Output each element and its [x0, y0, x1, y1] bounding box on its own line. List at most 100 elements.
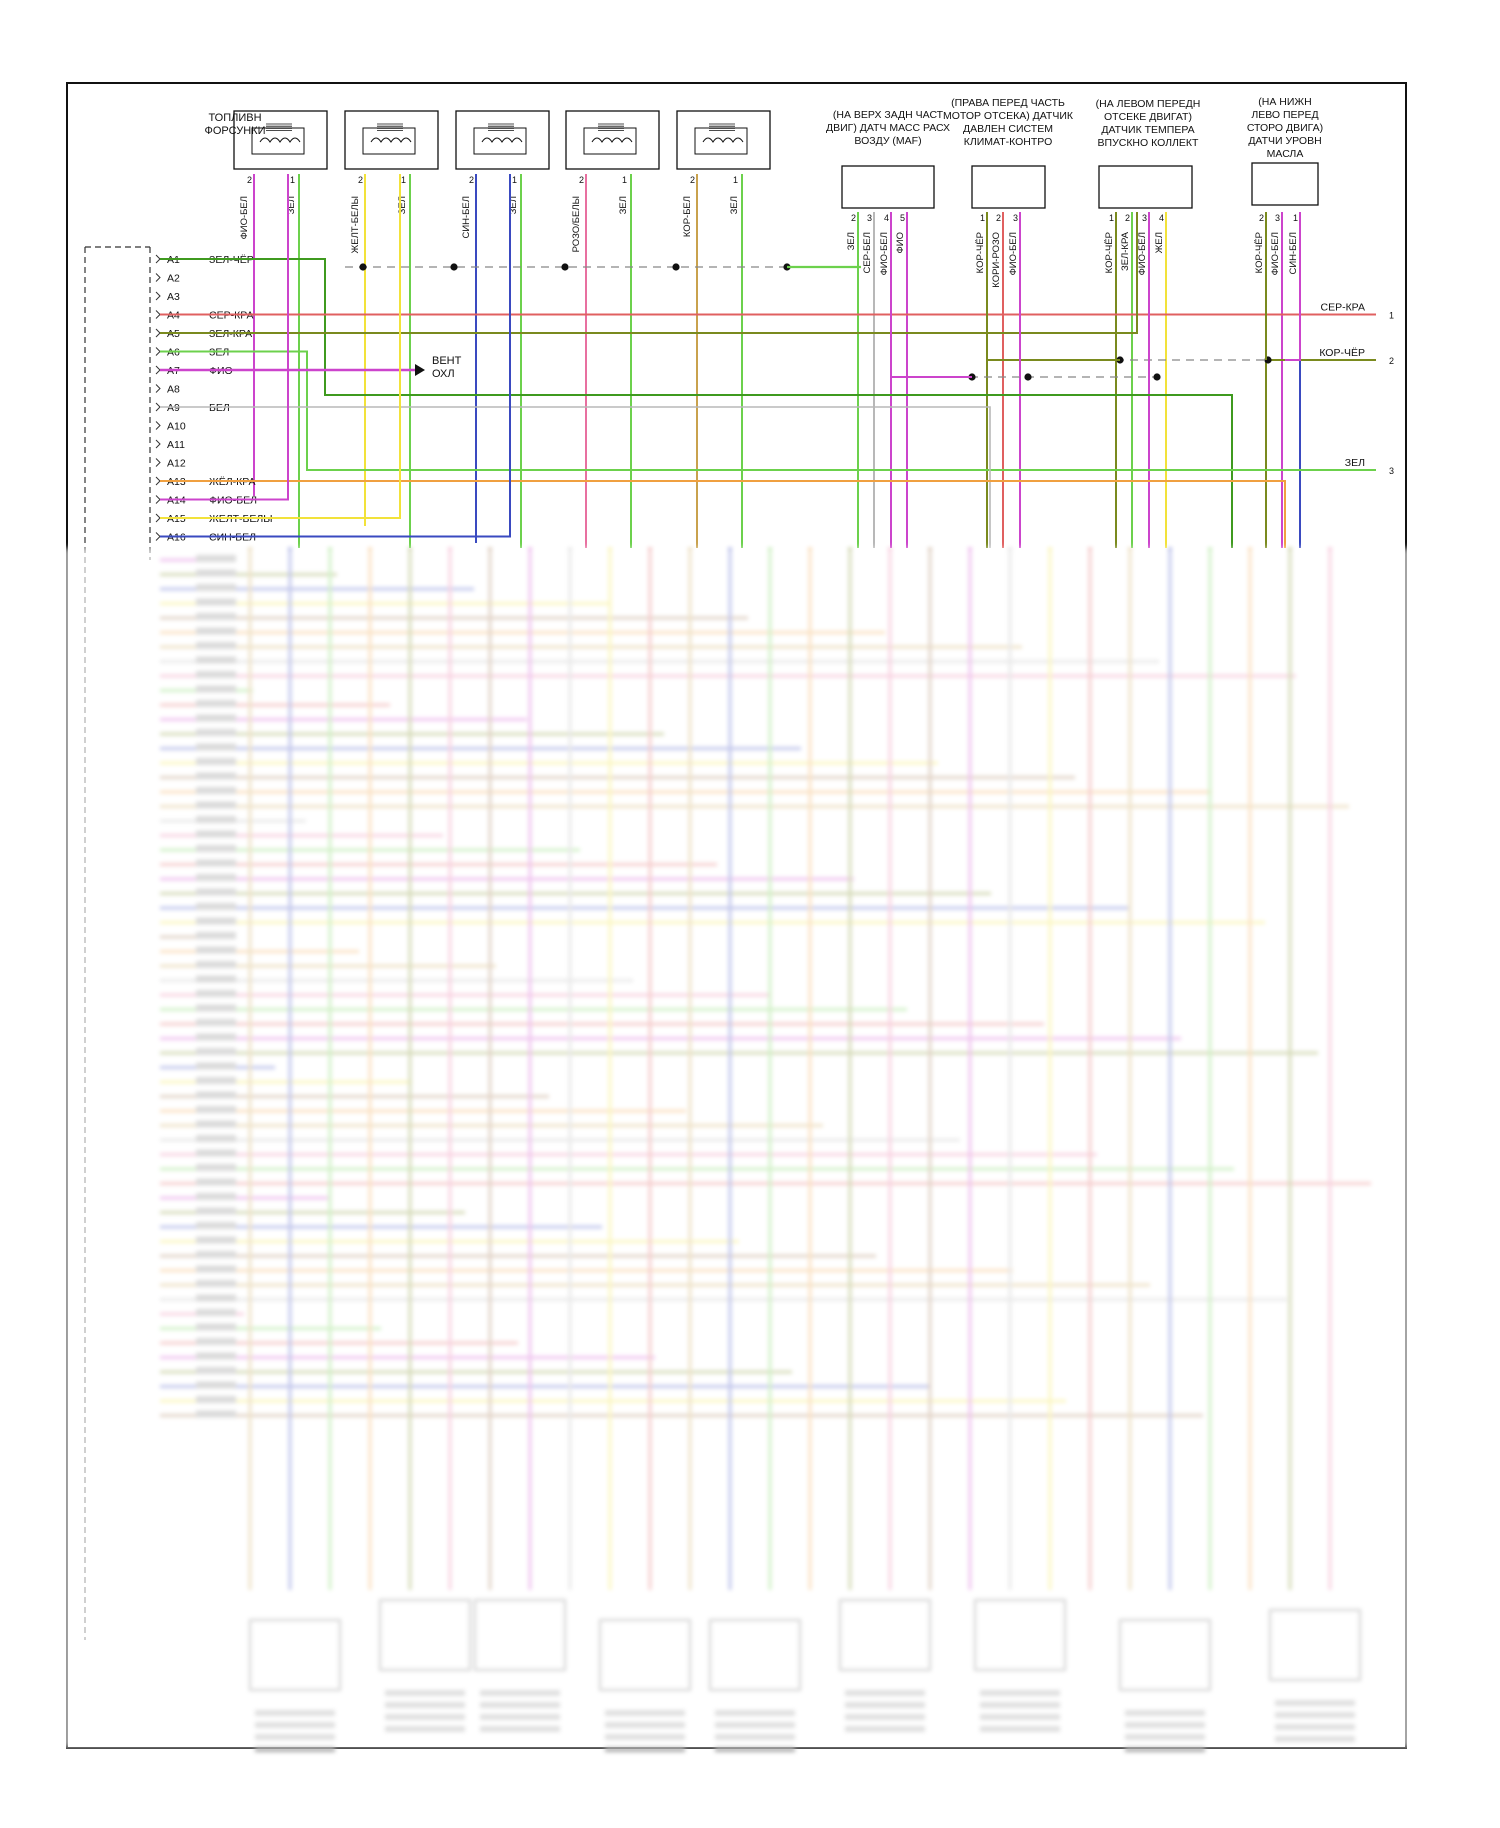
wire-a16 [160, 174, 511, 538]
blurred-label-block [196, 1019, 236, 1026]
wire-a6 [160, 350, 1376, 471]
blurred-caption-block [605, 1734, 685, 1740]
right-ref-wire-label: СЕР-КРА [1320, 302, 1365, 314]
pin-chevron-icon [155, 458, 161, 467]
sensor-wire-label: КОР-ЧЁР [975, 232, 986, 273]
injector-wire-label: ЗЕЛ [397, 196, 408, 214]
sensor-pin-number: 5 [900, 213, 905, 223]
blurred-caption-block [605, 1710, 685, 1716]
blurred-caption-block [715, 1746, 795, 1752]
injector-wire-label: ЗЕЛ [508, 196, 519, 214]
sensor-wire-label: ФИО [895, 232, 906, 253]
blurred-label-block [196, 1280, 236, 1287]
blurred-label-block [196, 1062, 236, 1070]
blurred-label-block [196, 729, 236, 736]
injector-pin-number: 1 [290, 175, 295, 185]
blurred-label-block [196, 946, 236, 954]
sensor-caption: ДАТЧИ УРОВН [1248, 135, 1321, 147]
injector-wire-label: ЗЕЛ [729, 196, 740, 214]
blurred-label-block [196, 743, 236, 751]
wire-a14 [160, 174, 289, 501]
injector-wire-label: КОР-БЕЛ [682, 196, 693, 237]
fuel-injector-box [565, 110, 660, 170]
blurred-label-block [196, 758, 236, 765]
sensor-wire-label: КОРИ-РОЗО [991, 232, 1002, 288]
splice-dot [1024, 373, 1032, 381]
blurred-label-block [196, 1323, 236, 1331]
blurred-component-box [599, 1619, 691, 1691]
blurred-component-box [709, 1619, 801, 1691]
blurred-label-block [196, 1236, 236, 1244]
pin-chevron-icon [155, 365, 161, 375]
sharp-upper-section: 2 1 ФИО-БЕЛ ЗЕЛ 2 1 ЖЕЛТ-БЕЛЫ ЗЕЛ 2 1 СИН-БЕЛ ЗЕЛ 2 1… [84, 96, 1394, 1640]
blurred-label-block [196, 787, 236, 794]
blurred-label-block [196, 1033, 236, 1041]
blurred-label-block [196, 830, 236, 838]
sensor-caption: ДВИГ) ДАТЧ МАСС РАСХ [826, 122, 950, 134]
blurred-label-block [196, 874, 236, 881]
pin-chevron-icon [155, 384, 161, 393]
coil-winding-icon [702, 137, 744, 143]
pin-chevron-icon [155, 254, 161, 264]
violet-bus-wire [890, 212, 972, 378]
injector-wire-label: СИН-БЕЛ [461, 196, 472, 239]
blurred-label-block [196, 1193, 236, 1200]
blurred-caption-block [605, 1746, 685, 1752]
blurred-caption-block [1275, 1700, 1355, 1706]
sensor-pin-number: 1 [1109, 213, 1114, 223]
blurred-label-block [196, 656, 236, 664]
blurred-caption-block [980, 1714, 1060, 1720]
blurred-caption-block [980, 1702, 1060, 1708]
fan-label-line2: ОХЛ [432, 368, 455, 380]
blurred-label-block [196, 1077, 236, 1084]
blurred-label-block [196, 888, 236, 896]
blurred-label-block [196, 816, 236, 823]
violet-bus-wire [1285, 212, 1301, 361]
sensor-box [971, 165, 1046, 209]
blurred-caption-block [480, 1714, 560, 1720]
coil-winding-icon [370, 137, 412, 143]
blurred-caption-block [385, 1726, 465, 1732]
blurred-component-box [474, 1599, 566, 1671]
sensor-wire-label: ЗЕЛ [846, 232, 857, 250]
blurred-caption-block [715, 1710, 795, 1716]
blurred-label-block [196, 584, 236, 591]
blurred-label-block [196, 714, 236, 722]
blurred-label-block [196, 961, 236, 968]
fan-arrow-icon [415, 364, 425, 376]
injector-wire-label: ЖЕЛТ-БЕЛЫ [350, 196, 361, 254]
ground-wire [986, 212, 1120, 361]
blurred-label-block [196, 1178, 236, 1186]
injector-pin-number: 2 [690, 175, 695, 185]
injector-pin-number: 2 [579, 175, 584, 185]
blurred-label-block [196, 1207, 236, 1215]
connector-pin-label: A12 [167, 458, 186, 470]
blurred-label-block [196, 845, 236, 852]
blurred-caption-block [845, 1702, 925, 1708]
blurred-label-block [196, 772, 236, 780]
pin-chevron-icon [155, 532, 161, 541]
blurred-label-block [196, 1120, 236, 1128]
blurred-component-box [249, 1619, 341, 1691]
fan-label-line1: ВЕНТ [432, 355, 462, 367]
pin-chevron-icon [155, 273, 161, 282]
right-ref-wire-label: КОР-ЧЁР [1319, 347, 1365, 359]
wire-a5 [160, 212, 1138, 334]
blurred-caption-block [480, 1690, 560, 1696]
blurred-caption-block [715, 1722, 795, 1728]
blurred-label-block [196, 1410, 236, 1418]
sensor-caption: МАСЛА [1267, 148, 1304, 160]
blurred-label-block [196, 613, 236, 620]
injector-pin-number: 2 [469, 175, 474, 185]
blurred-label-block [196, 642, 236, 649]
blurred-lower-section [160, 548, 1371, 1752]
blurred-label-block [196, 990, 236, 997]
sensor-wire-label: СИН-БЕЛ [1288, 232, 1299, 275]
blurred-caption-block [480, 1702, 560, 1708]
pin-chevron-icon [155, 495, 161, 504]
sensor-caption: ЛЕВО ПЕРЕД [1251, 109, 1318, 121]
blurred-caption-block [385, 1702, 465, 1708]
pin-chevron-icon [155, 291, 161, 301]
blurred-label-block [196, 1004, 236, 1012]
connector-pin-label: A2 [167, 273, 180, 285]
